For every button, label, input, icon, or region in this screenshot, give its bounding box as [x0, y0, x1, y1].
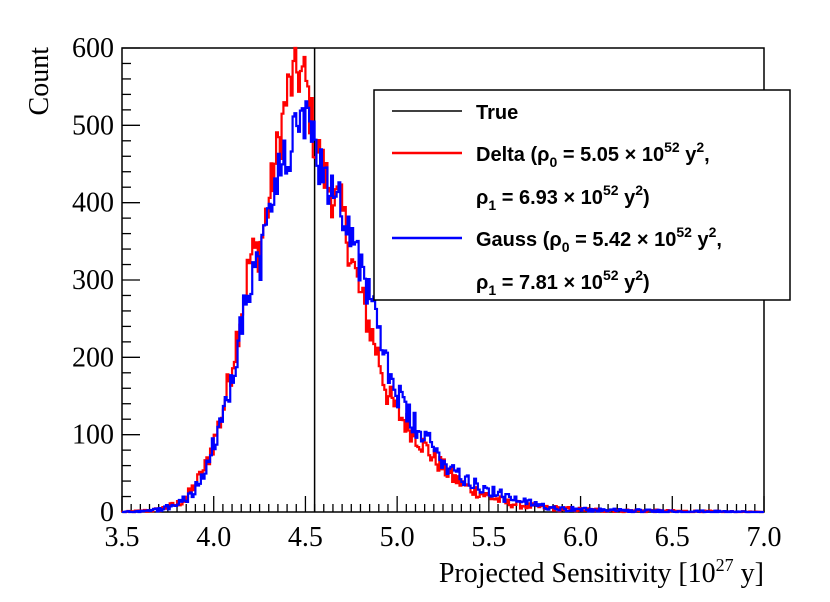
- y-tick-label: 200: [72, 342, 114, 373]
- x-tick-label: 3.5: [105, 522, 140, 553]
- legend-label-gauss-line2: ρ1 = 7.81 × 1052 y2): [476, 267, 650, 298]
- x-tick-label: 5.0: [380, 522, 415, 553]
- y-axis-label: Count: [24, 47, 55, 116]
- x-tick-label: 6.5: [655, 522, 690, 553]
- x-tick-label: 7.0: [747, 522, 782, 553]
- y-axis: 0 100 200 300 400 500 600: [72, 33, 140, 528]
- series-gauss-histogram: [122, 100, 764, 514]
- x-tick-label: 4.5: [288, 522, 323, 553]
- x-tick-label: 6.0: [563, 522, 598, 553]
- y-tick-label: 0: [100, 497, 114, 528]
- legend-label-delta-line1: Delta (ρ0 = 5.05 × 1052 y2,: [476, 139, 710, 170]
- x-tick-label: 4.0: [196, 522, 231, 553]
- legend: True Delta (ρ0 = 5.05 × 1052 y2, ρ1 = 6.…: [373, 89, 791, 301]
- legend-label-gauss-line1: Gauss (ρ0 = 5.42 × 1052 y2,: [476, 224, 722, 255]
- x-axis-label: Projected Sensitivity [1027 y]: [439, 555, 764, 589]
- y-tick-label: 600: [72, 33, 114, 64]
- x-tick-label: 5.5: [471, 522, 506, 553]
- y-tick-label: 500: [72, 110, 114, 141]
- series-group: [120, 46, 764, 514]
- y-tick-label: 400: [72, 188, 114, 219]
- y-tick-label: 100: [72, 420, 114, 451]
- y-tick-label: 300: [72, 265, 114, 296]
- x-axis: 3.5 4.0 4.5 5.0 5.5 6.0 6.5 7.0: [105, 496, 782, 553]
- legend-label-true: True: [476, 102, 518, 124]
- legend-label-delta-line2: ρ1 = 6.93 × 1052 y2): [476, 182, 650, 213]
- legend-box: [373, 89, 791, 301]
